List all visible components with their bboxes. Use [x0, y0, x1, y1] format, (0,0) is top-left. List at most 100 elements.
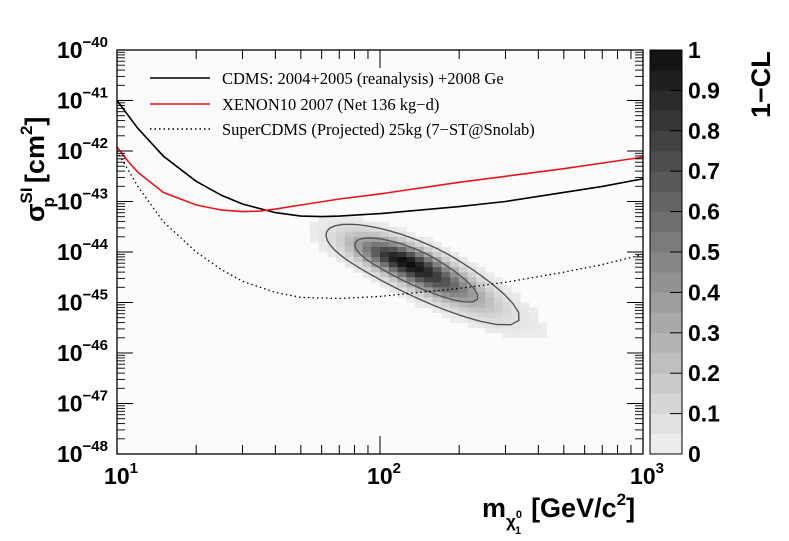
- heatmap-cell: [309, 231, 320, 238]
- heatmap-cell: [476, 292, 486, 298]
- heatmap-cell: [441, 312, 451, 319]
- heatmap-cell: [493, 307, 504, 313]
- y-tick-label: 10−42: [57, 135, 108, 164]
- heatmap-cell: [485, 272, 495, 278]
- confidence-contours: [325, 223, 520, 326]
- heatmap-cell: [493, 317, 504, 324]
- heatmap-cell: [423, 277, 433, 283]
- heatmap-cell: [467, 312, 477, 319]
- colorbar-band: [650, 292, 682, 313]
- heatmap-cell: [423, 272, 433, 278]
- heatmap-cell: [318, 216, 328, 223]
- heatmap-cell: [406, 252, 416, 258]
- y-tick-label: 10−48: [57, 438, 108, 467]
- colorbar-band: [650, 70, 682, 91]
- heatmap-cell: [388, 262, 398, 268]
- heatmap-cell: [467, 297, 477, 303]
- heatmap-cell: [493, 297, 504, 303]
- heatmap-cell: [458, 292, 469, 298]
- colorbar-tick-label: 0.4: [688, 279, 720, 305]
- heatmap-cell: [362, 236, 372, 243]
- heatmap-cell: [380, 252, 390, 258]
- heatmap-cell: [344, 252, 355, 258]
- heatmap-cell: [327, 252, 337, 258]
- heatmap-cell: [450, 312, 460, 319]
- heatmap-cell: [529, 322, 539, 329]
- colorbar-tick-label: 0.2: [688, 360, 720, 386]
- heatmap-cell: [441, 246, 451, 253]
- heatmap-cell: [511, 332, 521, 339]
- colorbar-band: [650, 171, 682, 192]
- heatmap-cell: [371, 226, 381, 233]
- colorbar: 0 0.1 0.2 0.3 0.4 0.5 0.6 0.7 0.8 0.9 1 1−CL: [649, 37, 776, 467]
- heatmap-cell: [511, 317, 521, 324]
- heatmap-cell: [441, 282, 451, 288]
- heatmap-cell: [493, 327, 504, 334]
- heatmap-cell: [502, 317, 512, 324]
- heatmap-cell: [415, 297, 425, 303]
- heatmap-cell: [441, 292, 451, 298]
- heatmap-cell: [450, 252, 460, 258]
- heatmap-cell: [344, 262, 355, 268]
- heatmap-cell: [344, 216, 355, 223]
- heatmap-cell: [502, 307, 512, 313]
- heatmap-cell: [467, 302, 477, 308]
- heatmap-cell: [467, 292, 477, 298]
- heatmap-cell: [397, 287, 407, 293]
- heatmap-cell: [371, 267, 381, 273]
- heatmap-cell: [362, 221, 372, 228]
- heatmap-cell: [388, 257, 398, 263]
- heatmap-cell: [371, 241, 381, 248]
- heatmap-cell: [415, 287, 425, 293]
- heatmap-cell: [458, 277, 469, 283]
- heatmap-cell: [327, 236, 337, 243]
- y-axis-title-main: σ: [20, 204, 50, 222]
- colorbar-tick-label: 0.3: [688, 320, 720, 346]
- x-axis-title-unit-sup: 2: [617, 490, 626, 509]
- heatmap-cell: [441, 272, 451, 278]
- heatmap-cell: [318, 231, 328, 238]
- heatmap-cell: [406, 262, 416, 268]
- y-axis-title-unit-end: ]: [20, 117, 50, 126]
- heatmap-cell: [344, 257, 355, 263]
- heatmap-cell: [353, 267, 363, 273]
- heatmap-cell: [388, 287, 398, 293]
- heatmap-cell: [353, 216, 363, 223]
- heatmap-cell: [476, 287, 486, 293]
- heatmap-cell: [344, 236, 355, 243]
- heatmap-cell: [380, 262, 390, 268]
- y-tick-label: 10−46: [57, 337, 108, 366]
- heatmap-cell: [441, 287, 451, 293]
- heatmap-cell: [493, 312, 504, 319]
- heatmap-cell: [520, 322, 530, 329]
- colorbar-tick-label: 0.1: [688, 401, 720, 427]
- heatmap-cell: [485, 327, 495, 334]
- heatmap-cell: [415, 257, 425, 263]
- heatmap-cell: [476, 317, 486, 324]
- heatmap-cell: [327, 231, 337, 238]
- heatmap-cell: [432, 282, 442, 288]
- heatmap-cell: [458, 267, 469, 273]
- heatmap-cell: [476, 277, 486, 283]
- colorbar-band: [650, 50, 682, 71]
- heatmap-cell: [336, 257, 346, 263]
- x-tick-label: 103: [630, 460, 664, 489]
- y-axis-title-unit-sup: 2: [17, 126, 36, 135]
- y-tick-label: 10−40: [57, 34, 108, 63]
- heatmap-cell: [485, 322, 495, 329]
- heatmap-cell: [380, 246, 390, 253]
- heatmap-cell: [432, 287, 442, 293]
- heatmap-cell: [388, 231, 398, 238]
- heatmap-cell: [423, 302, 433, 308]
- heatmap-cell: [529, 327, 539, 334]
- heatmap-cell: [336, 241, 346, 248]
- colorbar-band: [650, 151, 682, 172]
- heatmap-cell: [415, 246, 425, 253]
- x-axis-title-unit: [GeV/c: [531, 493, 617, 523]
- heatmap-cell: [502, 292, 512, 298]
- heatmap-cell: [450, 302, 460, 308]
- heatmap-cell: [502, 332, 512, 339]
- heatmap-cell: [450, 272, 460, 278]
- heatmap-cell: [415, 272, 425, 278]
- heatmap-cell: [520, 312, 530, 319]
